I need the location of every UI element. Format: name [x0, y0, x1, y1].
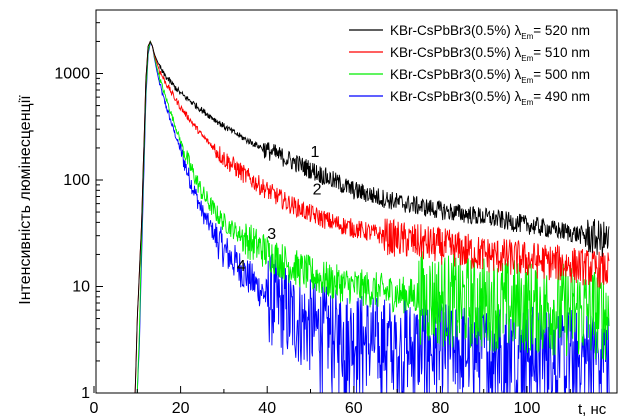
legend-subscript: Em [521, 76, 533, 85]
x-tick-label: 60 [345, 400, 363, 417]
x-tick-label: 40 [258, 400, 276, 417]
legend: KBr-CsPbBr3(0.5%) λEm= 520 nm KBr-CsPbBr3… [349, 23, 590, 107]
legend-subscript: Em [521, 32, 533, 41]
series-line-1 [134, 40, 610, 394]
y-tick-label: 10 [72, 279, 90, 296]
legend-lambda: λ [515, 89, 522, 104]
legend-label-1: KBr-CsPbBr3(0.5%) λEm= 520 nm [390, 23, 590, 41]
x-tick-label: 20 [172, 400, 190, 417]
legend-lambda: λ [515, 67, 522, 82]
x-tick-label: 0 [90, 400, 99, 417]
series-line-4 [136, 41, 610, 394]
legend-lambda: λ [515, 45, 522, 60]
legend-wavelength: = 500 nm [533, 67, 590, 82]
series-layer [134, 39, 610, 394]
curve-number-2: 2 [313, 182, 322, 199]
legend-subscript: Em [521, 54, 533, 63]
curve-number-4: 4 [237, 258, 246, 275]
y-tick-label: 1 [81, 385, 90, 402]
x-axis-ticks: 0 20 40 60 80 100 [90, 386, 571, 417]
y-axis-label: Інтенсивність люмінесценції [17, 95, 34, 305]
x-tick-label: 100 [514, 400, 541, 417]
y-tick-label: 100 [63, 172, 90, 189]
legend-label-4: KBr-CsPbBr3(0.5%) λEm= 490 nm [390, 89, 590, 107]
legend-label-3: KBr-CsPbBr3(0.5%) λEm= 500 nm [390, 67, 590, 85]
legend-wavelength: = 520 nm [533, 23, 590, 38]
legend-lambda: λ [515, 23, 522, 38]
x-tick-label: 80 [432, 400, 450, 417]
y-tick-label: 1000 [54, 66, 90, 83]
series-line-3 [136, 39, 610, 394]
x-axis-label: t, нс [578, 401, 607, 418]
legend-label-2: KBr-CsPbBr3(0.5%) λEm= 510 nm [390, 45, 590, 63]
curve-number-3: 3 [267, 226, 276, 243]
legend-wavelength: = 510 nm [533, 45, 590, 60]
curve-annotations: 1 2 3 4 [237, 144, 322, 275]
plot-frame [95, 9, 618, 394]
series-line-2 [134, 40, 610, 394]
y-axis-ticks: 1 10 100 1000 [54, 22, 103, 402]
legend-wavelength: = 490 nm [533, 89, 590, 104]
curve-number-1: 1 [311, 144, 320, 161]
legend-subscript: Em [521, 98, 533, 107]
